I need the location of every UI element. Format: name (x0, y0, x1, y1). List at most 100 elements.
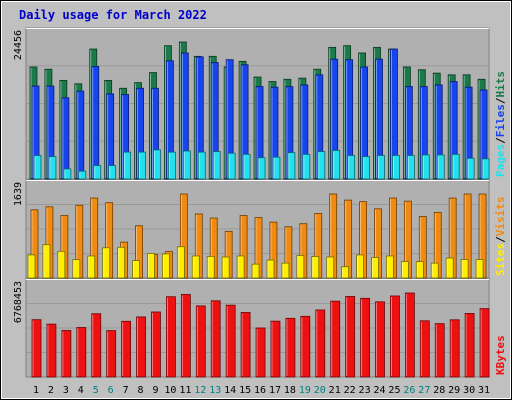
bar-sites-day-1 (27, 254, 36, 279)
legend-separator: / (494, 137, 507, 144)
bar-kbytes-day-3 (61, 330, 72, 378)
legend-separator: / (494, 236, 507, 243)
bar-kbytes-day-29 (449, 319, 460, 378)
bar-sites-day-15 (236, 255, 245, 279)
day-label-13: 13 (209, 385, 221, 396)
bar-kbytes-day-11 (180, 294, 191, 378)
panel-legend: KBytes (494, 335, 507, 375)
bar-pages-day-17 (272, 156, 281, 180)
legend-separator: / (494, 97, 507, 104)
bar-pages-day-19 (302, 153, 311, 180)
bar-sites-day-29 (445, 257, 454, 279)
bar-pages-day-22 (347, 155, 356, 180)
bar-sites-day-28 (430, 262, 439, 279)
y-axis-max-label: 24456 (13, 30, 24, 60)
bar-sites-day-18 (281, 262, 290, 279)
bar-pages-day-18 (287, 152, 296, 180)
y-axis-max-label: 1639 (13, 182, 24, 206)
bar-kbytes-day-26 (404, 292, 415, 378)
bar-sites-day-26 (400, 261, 409, 279)
bar-sites-day-13 (206, 256, 215, 279)
bar-kbytes-day-7 (121, 320, 132, 378)
day-label-10: 10 (164, 385, 176, 396)
day-label-5: 5 (93, 385, 99, 396)
bar-kbytes-day-30 (464, 313, 475, 378)
bar-kbytes-day-5 (91, 313, 102, 378)
bar-kbytes-day-31 (479, 308, 490, 378)
day-label-21: 21 (329, 385, 341, 396)
day-label-16: 16 (254, 385, 266, 396)
legend-visits: Visits (494, 197, 507, 237)
bar-pages-day-16 (257, 157, 266, 180)
panel-legend: Sites/Visits (494, 197, 507, 277)
bar-pages-day-15 (242, 153, 251, 180)
bar-kbytes-day-21 (330, 300, 341, 378)
day-label-8: 8 (138, 385, 144, 396)
bar-kbytes-day-18 (285, 317, 296, 378)
bar-pages-day-2 (48, 156, 57, 180)
bar-sites-day-31 (475, 259, 484, 279)
bar-sites-day-7 (117, 246, 126, 279)
day-label-20: 20 (314, 385, 326, 396)
bar-kbytes-day-15 (240, 312, 251, 378)
bar-sites-day-16 (251, 263, 260, 279)
bar-sites-day-21 (326, 256, 335, 279)
bar-kbytes-day-4 (76, 327, 87, 378)
bar-pages-day-31 (481, 158, 490, 180)
bar-pages-day-14 (227, 152, 236, 180)
day-label-28: 28 (433, 385, 445, 396)
bar-kbytes-day-10 (166, 296, 176, 378)
day-label-3: 3 (63, 385, 69, 396)
visits-sites-panel: 1639 Sites/Visits (13, 179, 507, 279)
day-label-30: 30 (463, 385, 475, 396)
bar-pages-day-10 (168, 151, 176, 180)
chart-title: Daily usage for March 2022 (19, 8, 207, 22)
bar-pages-day-9 (153, 149, 161, 180)
day-label-15: 15 (239, 385, 251, 396)
bar-pages-day-23 (362, 156, 370, 180)
bar-pages-day-27 (421, 154, 430, 180)
bar-sites-day-6 (102, 247, 111, 279)
bar-pages-day-28 (436, 154, 445, 180)
kbytes-panel: 6768453 KBytes (13, 278, 507, 378)
day-label-6: 6 (108, 385, 114, 396)
bar-sites-day-22 (341, 266, 350, 279)
day-label-29: 29 (448, 385, 460, 396)
day-label-23: 23 (359, 385, 371, 396)
bar-kbytes-day-23 (360, 297, 370, 378)
day-label-17: 17 (269, 385, 281, 396)
bar-sites-day-24 (371, 257, 379, 279)
bar-pages-day-24 (377, 155, 385, 180)
day-label-25: 25 (388, 385, 400, 396)
y-axis-max-label: 6768453 (13, 281, 24, 323)
bar-pages-day-1 (33, 155, 42, 180)
bar-sites-day-17 (266, 259, 275, 279)
bar-sites-day-27 (415, 261, 424, 279)
bar-kbytes-day-14 (225, 304, 236, 378)
bar-pages-day-7 (123, 151, 132, 180)
bar-pages-day-5 (93, 165, 102, 180)
bar-pages-day-29 (451, 153, 460, 180)
bar-sites-day-25 (386, 255, 394, 279)
bar-sites-day-11 (176, 246, 185, 279)
bar-kbytes-day-16 (255, 327, 266, 378)
day-label-4: 4 (78, 385, 84, 396)
bar-sites-day-4 (72, 259, 81, 279)
bar-kbytes-day-17 (270, 320, 281, 378)
bar-sites-day-2 (42, 244, 51, 279)
bar-pages-day-13 (212, 151, 221, 180)
legend-hits: Hits (494, 71, 507, 98)
bar-kbytes-day-24 (375, 301, 385, 378)
day-label-12: 12 (194, 385, 206, 396)
bar-kbytes-day-9 (151, 311, 161, 378)
day-label-31: 31 (478, 385, 490, 396)
bar-kbytes-day-12 (195, 305, 206, 378)
bar-pages-day-8 (138, 151, 146, 180)
day-label-2: 2 (48, 385, 54, 396)
bar-sites-day-30 (460, 259, 469, 279)
bar-kbytes-day-25 (390, 295, 400, 378)
bar-kbytes-day-27 (419, 320, 430, 378)
bar-pages-day-26 (406, 155, 415, 180)
